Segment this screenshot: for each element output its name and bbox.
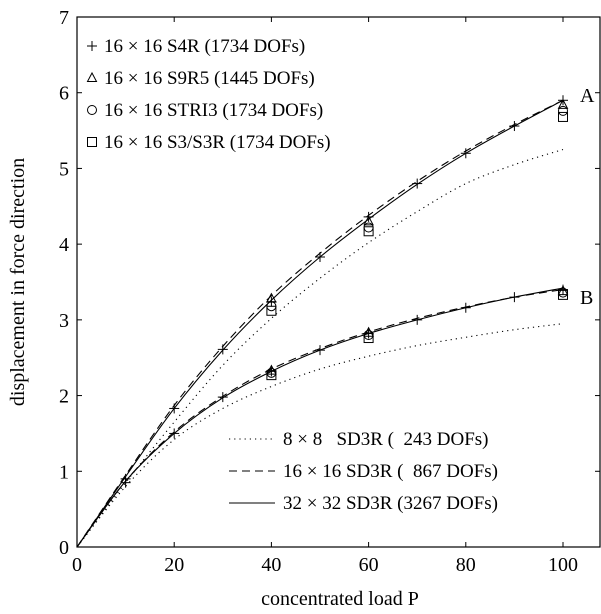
y-tick-label: 3 <box>59 310 69 332</box>
chart-markers <box>120 95 569 488</box>
circle-marker-point <box>363 222 374 233</box>
square-marker-point <box>266 370 277 381</box>
square-marker-point <box>363 333 374 344</box>
y-tick-label: 1 <box>59 461 69 483</box>
curve-label-a: A <box>580 85 595 107</box>
y-tick-label: 7 <box>59 7 69 29</box>
plus-marker-point <box>217 392 228 403</box>
plot-frame <box>76 16 601 548</box>
plus-marker-point <box>120 473 131 484</box>
x-axis-title: concentrated load P <box>261 588 419 610</box>
y-tick-label: 0 <box>59 537 69 559</box>
plus-marker-point <box>169 428 180 439</box>
x-tick-label: 40 <box>261 554 281 576</box>
y-tick-label: 6 <box>59 83 69 105</box>
legend-circle-icon <box>87 105 97 115</box>
series-line-solid-curve-a <box>76 99 564 548</box>
chart-legends: 16 × 16 S4R (1734 DOFs) 16 × 16 S9R5 (144… <box>86 36 498 514</box>
square-marker-point <box>266 305 277 316</box>
plus-marker-point <box>412 314 423 325</box>
legend-plus-icon <box>87 41 97 51</box>
x-tick-label: 20 <box>164 554 184 576</box>
plus-marker-point <box>460 148 471 159</box>
y-tick-label: 2 <box>59 386 69 408</box>
square-marker-point <box>558 111 568 122</box>
plus-marker-point <box>169 403 180 414</box>
series-line-solid-curve-b <box>76 287 564 548</box>
plus-marker-point <box>509 121 520 132</box>
plus-marker-point <box>315 345 325 356</box>
plus-marker-point <box>217 344 228 355</box>
triangle-marker-point <box>363 326 374 337</box>
legend-triangle-icon <box>86 71 98 82</box>
series-line-dashed-curve-a <box>76 99 564 548</box>
legend-label-8-8-sd3r-243-dofs: 8 × 8 SD3R ( 243 DOFs) <box>283 429 488 450</box>
circle-marker-point <box>558 105 568 116</box>
x-tick-label: 80 <box>456 554 476 576</box>
x-tick-label: 100 <box>548 554 578 576</box>
legend-label-16-16-s4r-1734-dofs: 16 × 16 S4R (1734 DOFs) <box>104 36 305 57</box>
x-tick-label: 0 <box>72 554 82 576</box>
series-line-dotted-curve-b <box>76 323 564 548</box>
triangle-marker-point <box>557 98 569 109</box>
plus-marker-point <box>315 252 325 263</box>
plus-marker-point <box>412 178 423 189</box>
square-marker-point <box>363 226 374 237</box>
legend-label-32-32-sd3r-3267-dofs: 32 × 32 SD3R (3267 DOFs) <box>283 493 498 514</box>
y-tick-label: 5 <box>59 158 69 180</box>
triangle-marker-point <box>266 364 277 375</box>
legend-label-16-16-s3-s3r-1734-dofs: 16 × 16 S3/S3R (1734 DOFs) <box>104 132 331 153</box>
plus-marker-point <box>460 302 471 313</box>
curve-label-b: B <box>580 287 593 309</box>
plus-marker-point <box>509 292 520 303</box>
x-tick-label: 60 <box>359 554 379 576</box>
triangle-marker-point <box>363 215 374 226</box>
y-tick-label: 4 <box>59 234 69 256</box>
legend-label-16-16-s9r5-1445-dofs: 16 × 16 S9R5 (1445 DOFs) <box>104 68 315 89</box>
legend-square-icon <box>87 137 97 147</box>
square-marker-point <box>558 289 568 300</box>
legend-label-16-16-sd3r-867-dofs: 16 × 16 SD3R ( 867 DOFs) <box>283 461 498 482</box>
axis-ticks: 0 20 40 60 80 100 0 1 2 3 4 5 6 7 <box>59 7 600 576</box>
legend-label-16-16-stri3-1734-dofs: 16 × 16 STRI3 (1734 DOFs) <box>104 100 323 121</box>
y-axis-title: displacement in force direction <box>7 158 29 406</box>
